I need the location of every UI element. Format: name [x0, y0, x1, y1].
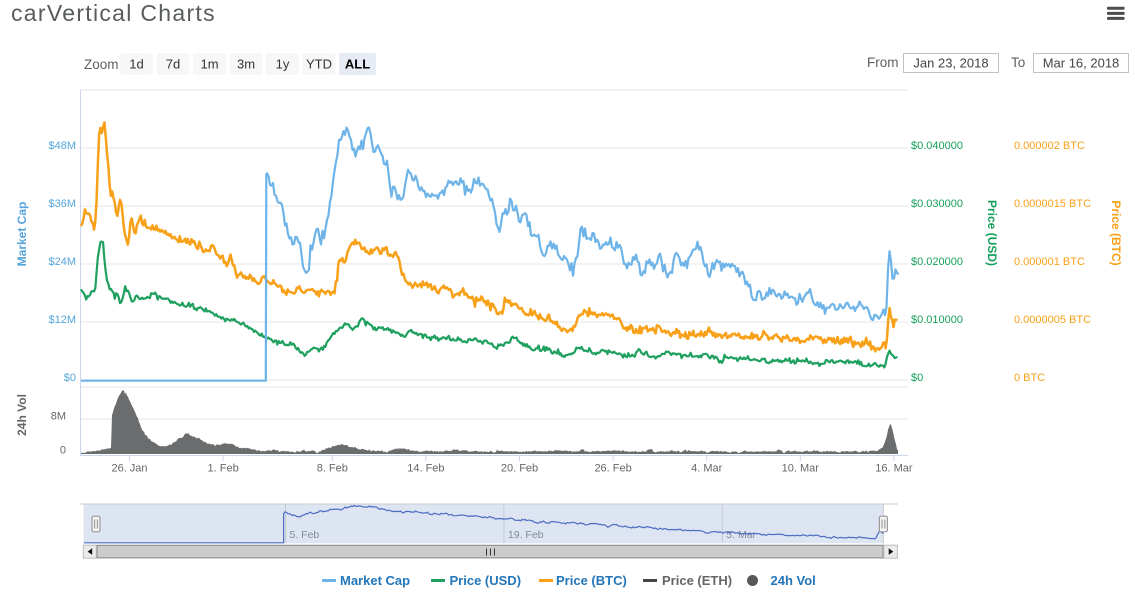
svg-text:3m: 3m [237, 57, 255, 72]
svg-text:1m: 1m [200, 57, 218, 72]
svg-text:$0.040000: $0.040000 [911, 140, 963, 152]
svg-text:carVertical Charts: carVertical Charts [11, 0, 216, 26]
svg-text:10. Mar: 10. Mar [782, 463, 820, 475]
svg-text:26. Feb: 26. Feb [594, 463, 631, 475]
svg-text:8. Feb: 8. Feb [317, 463, 348, 475]
svg-text:24h Vol: 24h Vol [771, 573, 816, 588]
svg-text:From: From [867, 55, 899, 70]
svg-text:0.000002 BTC: 0.000002 BTC [1014, 140, 1085, 152]
svg-text:20. Feb: 20. Feb [501, 463, 538, 475]
svg-text:To: To [1011, 55, 1025, 70]
svg-text:YTD: YTD [306, 57, 332, 72]
svg-text:19. Feb: 19. Feb [508, 529, 544, 541]
svg-text:Price (USD): Price (USD) [450, 573, 522, 588]
svg-text:Price (BTC): Price (BTC) [556, 573, 627, 588]
svg-text:1y: 1y [276, 57, 290, 72]
svg-text:$0: $0 [64, 372, 76, 384]
svg-text:0 BTC: 0 BTC [1014, 372, 1045, 384]
svg-text:8M: 8M [51, 411, 66, 423]
svg-text:0.0000015 BTC: 0.0000015 BTC [1014, 198, 1091, 210]
svg-text:Price (USD): Price (USD) [985, 200, 999, 266]
svg-text:$12M: $12M [48, 314, 76, 326]
svg-text:14. Feb: 14. Feb [407, 463, 444, 475]
svg-text:ALL: ALL [345, 57, 370, 72]
svg-text:$0.030000: $0.030000 [911, 198, 963, 210]
svg-text:5. Feb: 5. Feb [290, 529, 320, 541]
svg-text:1d: 1d [129, 57, 143, 72]
svg-text:0.0000005 BTC: 0.0000005 BTC [1014, 314, 1091, 326]
svg-text:Mar 16, 2018: Mar 16, 2018 [1043, 56, 1120, 71]
svg-text:Market Cap: Market Cap [15, 202, 29, 267]
svg-text:1. Feb: 1. Feb [208, 463, 239, 475]
svg-text:$0: $0 [911, 372, 923, 384]
svg-text:$24M: $24M [48, 256, 76, 268]
svg-text:Jan 23, 2018: Jan 23, 2018 [913, 56, 988, 71]
svg-text:24h Vol: 24h Vol [15, 394, 29, 436]
svg-text:0.000001 BTC: 0.000001 BTC [1014, 256, 1085, 268]
svg-text:26. Jan: 26. Jan [111, 463, 147, 475]
svg-text:Price (ETH): Price (ETH) [662, 573, 732, 588]
svg-text:4. Mar: 4. Mar [691, 463, 723, 475]
svg-text:Zoom: Zoom [84, 57, 119, 72]
svg-text:$48M: $48M [48, 140, 76, 152]
svg-text:0: 0 [60, 445, 66, 457]
svg-text:7d: 7d [166, 57, 180, 72]
svg-text:16. Mar: 16. Mar [875, 463, 913, 475]
svg-text:$36M: $36M [48, 198, 76, 210]
svg-text:Market Cap: Market Cap [340, 573, 410, 588]
svg-text:$0.010000: $0.010000 [911, 314, 963, 326]
svg-text:$0.020000: $0.020000 [911, 256, 963, 268]
svg-text:Price (BTC): Price (BTC) [1109, 200, 1123, 265]
